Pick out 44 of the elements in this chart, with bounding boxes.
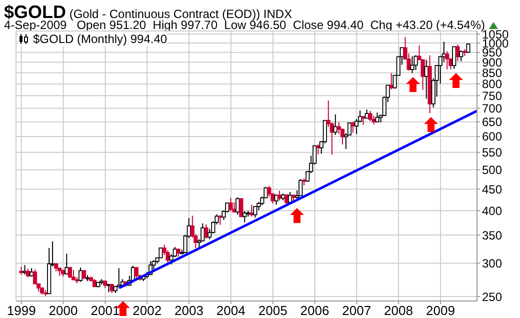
x-tick-label: 1999 <box>6 303 36 318</box>
candlestick <box>218 214 222 226</box>
y-tick-label: 350 <box>482 228 502 242</box>
y-tick-label: 450 <box>482 182 502 196</box>
candlestick <box>242 210 247 223</box>
y-tick-label: 700 <box>482 102 502 116</box>
candlestick <box>72 270 76 280</box>
y-tick-label: 250 <box>482 290 502 304</box>
x-tick-label: 2009 <box>426 303 455 318</box>
candlestick <box>375 112 380 123</box>
candlestick <box>228 197 233 212</box>
candlestick <box>274 194 278 206</box>
candlestick <box>459 50 464 62</box>
candlestick <box>253 206 258 218</box>
candlestick <box>204 224 208 240</box>
candlestick <box>410 56 414 74</box>
candlestick <box>368 110 372 122</box>
candlestick <box>298 178 303 196</box>
y-tick-label: 550 <box>482 146 502 160</box>
x-tick-label: 2001 <box>90 303 120 318</box>
y-tick-label: 500 <box>482 163 502 178</box>
x-tick-label: 2007 <box>342 303 372 318</box>
candlestick <box>452 46 456 70</box>
candlestick <box>64 253 69 276</box>
annotation: $GOLD (Monthly) 994.40 <box>18 32 168 46</box>
candlestick <box>445 50 450 70</box>
y-tick-label: 650 <box>482 115 502 130</box>
y-tick-label: 400 <box>482 204 502 218</box>
x-tick-label: 2006 <box>300 303 330 318</box>
x-tick-label: 2005 <box>258 303 288 318</box>
candlestick <box>78 267 83 282</box>
candlestick <box>333 114 338 136</box>
x-tick-label: 2004 <box>216 303 246 318</box>
y-tick-label: 300 <box>482 256 502 270</box>
y-tick-label: 750 <box>482 88 502 103</box>
x-tick-label: 2003 <box>174 303 204 318</box>
candlestick <box>32 268 38 284</box>
x-tick-label: 2002 <box>132 303 162 318</box>
x-tick-label: 2000 <box>48 303 78 318</box>
candlestick <box>420 58 425 90</box>
candlestick <box>239 198 244 218</box>
y-tick-label: 600 <box>482 130 502 144</box>
candlestick <box>82 270 86 280</box>
x-tick-label: 2008 <box>384 303 413 318</box>
